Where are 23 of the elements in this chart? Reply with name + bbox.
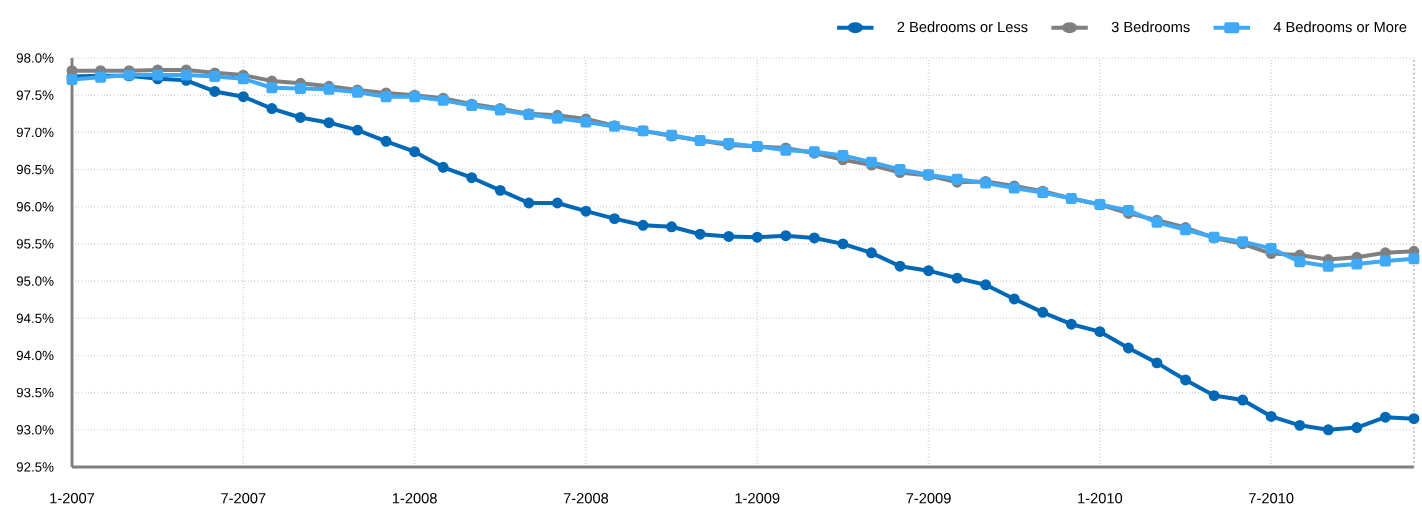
y-tick-label: 95.5% (16, 239, 54, 249)
y-tick-label: 93.5% (16, 387, 54, 398)
x-tick-label: 1-2009 (735, 493, 780, 504)
y-tick-label: 96.0% (16, 202, 54, 212)
y-tick-label: 96.5% (16, 164, 54, 175)
x-tick-label: 7-2009 (906, 493, 951, 504)
legend-label: 4 Bedrooms or More (1273, 21, 1407, 33)
y-tick-label: 97.0% (16, 127, 54, 138)
y-tick-label: 98.0% (16, 53, 54, 63)
x-tick-label: 1-2007 (50, 493, 95, 504)
y-tick-label: 94.0% (16, 350, 54, 361)
x-tick-label: 1-2010 (1078, 493, 1123, 504)
legend-label: 3 Bedrooms (1111, 21, 1190, 33)
y-tick-label: 94.5% (16, 313, 54, 323)
y-tick-label: 97.5% (16, 90, 54, 100)
x-tick-label: 7-2010 (1249, 493, 1294, 504)
x-tick-label: 7-2007 (221, 493, 266, 504)
x-tick-label: 7-2008 (563, 493, 609, 504)
y-tick-label: 93.0% (16, 425, 54, 435)
y-tick-label: 92.5% (16, 462, 54, 472)
y-tick-label: 95.0% (16, 276, 54, 286)
x-tick-label: 1-2008 (392, 493, 437, 504)
legend-label: 2 Bedrooms or Less (897, 21, 1028, 33)
